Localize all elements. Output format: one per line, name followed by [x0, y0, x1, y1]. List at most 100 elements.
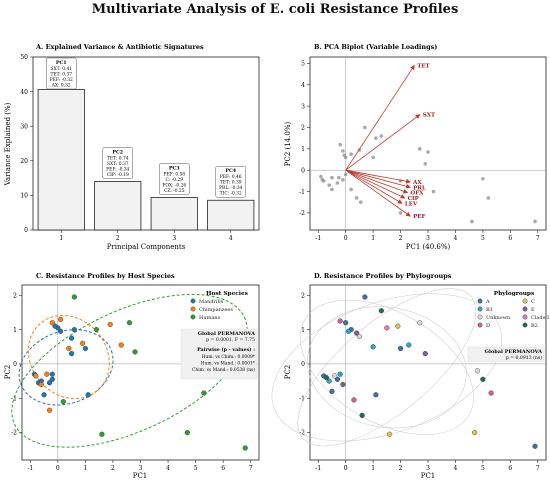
y-tick-label: 1 [301, 327, 305, 334]
data-point [57, 316, 64, 322]
data-point [80, 340, 86, 346]
y-tick-label: 3 [301, 103, 305, 110]
x-tick-label: 4 [454, 465, 458, 472]
signature-line: TIC: -0.32 [220, 192, 242, 197]
signature-box [215, 165, 246, 198]
data-point [46, 407, 53, 413]
data-point [533, 219, 537, 224]
data-point [49, 320, 55, 326]
data-point [49, 376, 55, 382]
data-point [486, 196, 491, 200]
data-point [340, 381, 346, 388]
x-tick-label: 7 [249, 465, 253, 472]
loading-arrow [345, 169, 406, 199]
data-point [370, 344, 376, 350]
x-tick-label: 4 [229, 235, 233, 242]
x-tick-label: 1 [59, 235, 63, 242]
panel-a-frame [32, 56, 260, 231]
y-tick-label: 10 [20, 193, 28, 200]
x-tick-label: 0 [344, 235, 348, 242]
data-point [66, 345, 72, 352]
signature-header: PC2 [112, 150, 123, 156]
data-point [33, 373, 39, 379]
data-point [351, 397, 357, 403]
data-point [397, 345, 404, 352]
panel-d-legend: Phylogroups A B1 Unknown D CE Clade I or II B2 [477, 291, 550, 329]
data-point [71, 327, 77, 333]
y-tick-label: 0 [301, 167, 305, 174]
panel-d-xlabel: PC1 [421, 472, 436, 480]
signature-line: PEF: 0.58 [163, 172, 185, 177]
legend-label: Unknown [486, 315, 511, 321]
data-point [71, 294, 77, 300]
bar [207, 199, 255, 231]
data-point [330, 175, 334, 180]
panel-b-axes: -1 0 1 2 3 4 5 6 7 -2 -1 0 1 2 3 4 5 [299, 57, 546, 242]
data-point [371, 155, 375, 160]
bar [37, 89, 85, 231]
y-tick-label: 1 [301, 146, 305, 153]
signature-line: PEF: -0.34 [106, 168, 129, 173]
data-point [480, 376, 486, 382]
legend-label: Humans [199, 315, 221, 321]
legend-label: E [531, 307, 535, 313]
data-point [417, 320, 423, 326]
data-point [343, 155, 348, 160]
data-point [488, 390, 494, 396]
x-tick-label: 2 [399, 465, 403, 472]
data-point [341, 178, 345, 182]
data-point [329, 388, 335, 394]
data-point [69, 351, 75, 357]
data-point [118, 342, 124, 348]
data-point [107, 321, 113, 328]
data-point [93, 327, 100, 333]
stats-title: Global PERMANOVA [485, 349, 542, 355]
x-tick-label: 5 [481, 235, 485, 242]
signature-box [159, 163, 190, 195]
data-point [337, 371, 343, 377]
data-point [335, 181, 340, 185]
signature-header: PC1 [56, 60, 67, 66]
x-tick-label: 5 [194, 465, 198, 472]
data-point [470, 219, 474, 224]
panel-a-ylabel: Variance Explained (%) [4, 102, 12, 186]
x-tick-label: -1 [315, 235, 321, 242]
panel-a-y-axis: 0 10 20 30 40 50 [20, 54, 33, 234]
panel-a: A. Explained Variance & Antibiotic Signa… [4, 43, 260, 251]
legend-label: A [485, 299, 490, 305]
data-point [358, 200, 363, 205]
data-point [242, 445, 248, 451]
stats-line: p = 0.0001, F = 7.75 [206, 337, 255, 343]
x-tick-label: 3 [139, 465, 143, 472]
x-tick-label: 7 [536, 465, 540, 472]
signature-line: AX: 0.32 [51, 84, 71, 89]
y-tick-label: 30 [20, 123, 28, 130]
loading-label: OFX [410, 191, 424, 197]
data-point [354, 330, 360, 336]
data-point [354, 196, 359, 200]
y-tick-label: -2 [299, 210, 305, 217]
data-point [406, 342, 412, 348]
data-point [44, 371, 50, 377]
data-point [57, 328, 64, 334]
data-point [332, 373, 338, 379]
y-tick-label: 0 [301, 361, 305, 368]
y-tick-label: 4 [301, 82, 305, 89]
y-tick-label: 2 [13, 292, 17, 299]
panel-b-xlabel: PC1 (40.6%) [406, 243, 451, 251]
signature-line: PRL: -0.34 [219, 186, 243, 191]
data-point [423, 161, 428, 166]
x-tick-label: 7 [536, 235, 540, 242]
data-point [38, 381, 44, 388]
data-point [384, 325, 390, 331]
signature-line: SXT: 0.37 [107, 162, 129, 167]
x-tick-label: 3 [172, 235, 176, 242]
panel-a-title: A. Explained Variance & Antibiotic Signa… [35, 43, 204, 51]
y-tick-label: 2 [301, 125, 305, 132]
data-point [362, 294, 368, 300]
stats-box-bg [180, 328, 258, 380]
data-point [85, 392, 91, 398]
data-point [41, 392, 47, 398]
signature-line: TET: 0.74 [107, 157, 129, 162]
data-point [431, 189, 436, 194]
